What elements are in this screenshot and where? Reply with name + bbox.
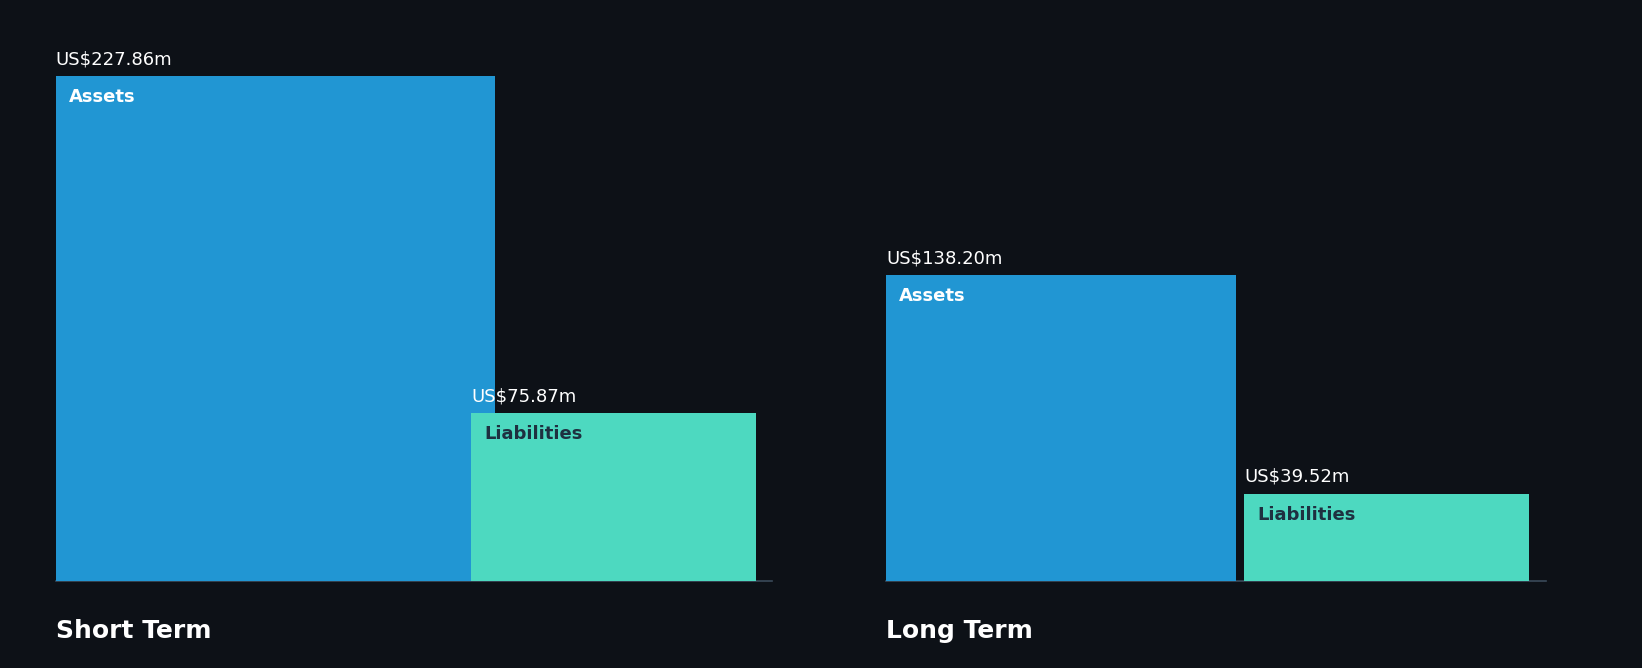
Text: US$227.86m: US$227.86m: [56, 50, 172, 68]
Bar: [1245, 494, 1529, 581]
Text: Assets: Assets: [900, 287, 965, 305]
Bar: [887, 275, 1236, 581]
Bar: [56, 76, 496, 581]
Text: Liabilities: Liabilities: [1258, 506, 1356, 524]
Bar: [471, 413, 755, 581]
Text: Short Term: Short Term: [56, 619, 212, 643]
Text: Long Term: Long Term: [887, 619, 1033, 643]
Text: US$39.52m: US$39.52m: [1245, 468, 1350, 486]
Text: US$138.20m: US$138.20m: [887, 249, 1003, 267]
Text: Liabilities: Liabilities: [484, 425, 583, 443]
Text: US$75.87m: US$75.87m: [471, 387, 576, 405]
Text: Assets: Assets: [69, 88, 135, 106]
